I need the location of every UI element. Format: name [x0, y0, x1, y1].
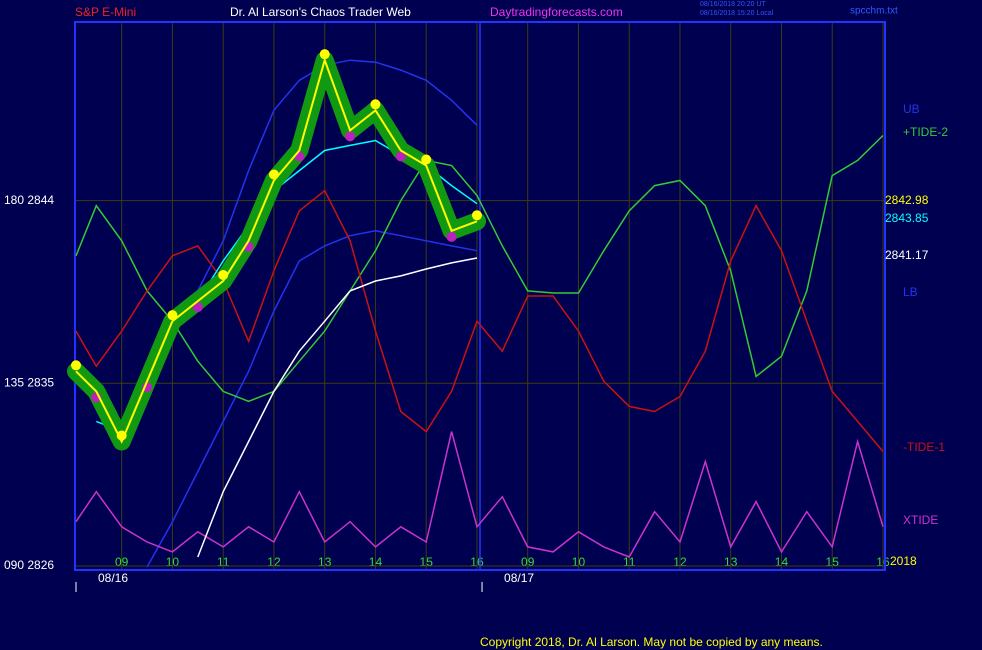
price-dot: [294, 151, 305, 162]
series-line: [146, 230, 478, 568]
series-label: LB: [903, 285, 918, 299]
price-dot: [268, 169, 279, 180]
website: Daytradingforecasts.com: [490, 5, 623, 19]
x-tick-label: 14: [369, 555, 383, 569]
price-dot: [192, 302, 203, 313]
date-label: 08/17: [504, 571, 534, 585]
x-tick-label: 10: [166, 555, 180, 569]
last-value-label: 2841.17: [885, 248, 929, 262]
series-label: UB: [903, 102, 920, 116]
last-value-label: 2842.98: [885, 193, 929, 207]
x-tick-label: 15: [420, 555, 434, 569]
x-tick-label: 09: [115, 555, 129, 569]
price-dot: [421, 154, 432, 165]
x-tick-label: 16: [470, 555, 484, 569]
price-dot: [167, 310, 178, 321]
series-label: XTIDE: [903, 513, 938, 527]
timestamp: 08/16/2018 20:20 UT: [700, 1, 766, 8]
y-tick-label: 180 2844: [4, 193, 54, 207]
price-dot: [370, 99, 381, 110]
price-dot: [471, 210, 482, 221]
symbol: S&P E-Mini: [75, 5, 136, 19]
last-value-label: 2843.85: [885, 211, 929, 225]
x-tick-label: 10: [572, 555, 586, 569]
x-tick-label: 12: [673, 555, 687, 569]
x-tick-label: 09: [521, 555, 535, 569]
x-tick-label: 13: [724, 555, 738, 569]
x-tick-label: 15: [826, 555, 840, 569]
x-tick-label: 11: [217, 555, 230, 569]
x-tick-label: 13: [318, 555, 332, 569]
copyright: Copyright 2018, Dr. Al Larson. May not b…: [480, 635, 823, 649]
y-tick-label: 090 2826: [4, 558, 54, 572]
series-label: +TIDE-2: [903, 125, 948, 139]
chart-title: Dr. Al Larson's Chaos Trader Web: [230, 5, 411, 19]
series-line: [75, 134, 884, 403]
price-dot: [319, 49, 330, 60]
date-label: 08/16: [98, 571, 128, 585]
x-tick-label: 14: [775, 555, 789, 569]
price-dot: [395, 151, 406, 162]
price-dot: [446, 231, 457, 242]
series-line: [75, 56, 478, 444]
y-tick-label: 135 2835: [4, 375, 54, 389]
series-label: -TIDE-1: [903, 440, 945, 454]
x-tick-label: 12: [267, 555, 281, 569]
price-dot: [345, 131, 356, 142]
price-dot: [71, 360, 82, 371]
year: 2018: [890, 554, 917, 568]
series-line: [75, 189, 884, 452]
series-line: [197, 257, 478, 558]
timestamp: 08/16/2018 15:20 Local: [700, 10, 774, 17]
file-name: spcchm.txt: [850, 6, 898, 17]
x-tick-label: 16: [876, 555, 890, 569]
